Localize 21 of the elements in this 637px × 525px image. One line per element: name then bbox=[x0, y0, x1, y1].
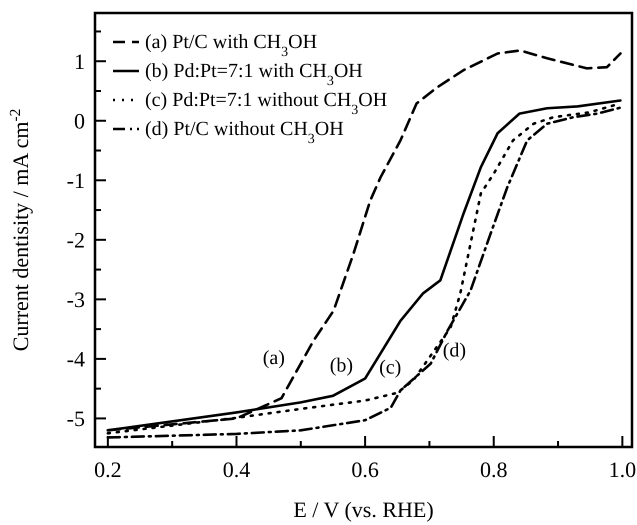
y-tick-label: 0 bbox=[74, 108, 85, 134]
legend-label: (c) Pd:Pt=7:1 without CH$_{3}$OH bbox=[145, 89, 388, 118]
annotation: (b) bbox=[330, 354, 354, 377]
y-tick-label: -1 bbox=[66, 168, 85, 193]
x-tick-label: 0.6 bbox=[351, 457, 379, 482]
y-tick-label: -5 bbox=[66, 406, 85, 432]
legend-label: (a) Pt/C with CH$_{3}$OH bbox=[145, 31, 318, 60]
legend-label: (b) Pd:Pt=7:1 with CH$_{3}$OH bbox=[145, 60, 363, 88]
x-tick-label: 0.8 bbox=[480, 457, 508, 482]
x-tick-label: 0.2 bbox=[94, 457, 122, 482]
annotation: (a) bbox=[262, 346, 285, 369]
y-tick-label: 1 bbox=[74, 48, 85, 74]
x-axis-title: E / V (vs. RHE) bbox=[293, 497, 434, 522]
annotation: (c) bbox=[379, 356, 402, 378]
legend-label: (d) Pt/C without CH$_{3}$OH bbox=[145, 118, 344, 146]
y-tick-label: -2 bbox=[66, 228, 85, 253]
x-tick-label: 0.4 bbox=[222, 457, 250, 482]
y-tick-label: -4 bbox=[66, 346, 85, 372]
x-tick-label: 1.0 bbox=[608, 457, 636, 482]
annotation: (d) bbox=[442, 340, 466, 362]
y-tick-label: -3 bbox=[66, 287, 85, 312]
